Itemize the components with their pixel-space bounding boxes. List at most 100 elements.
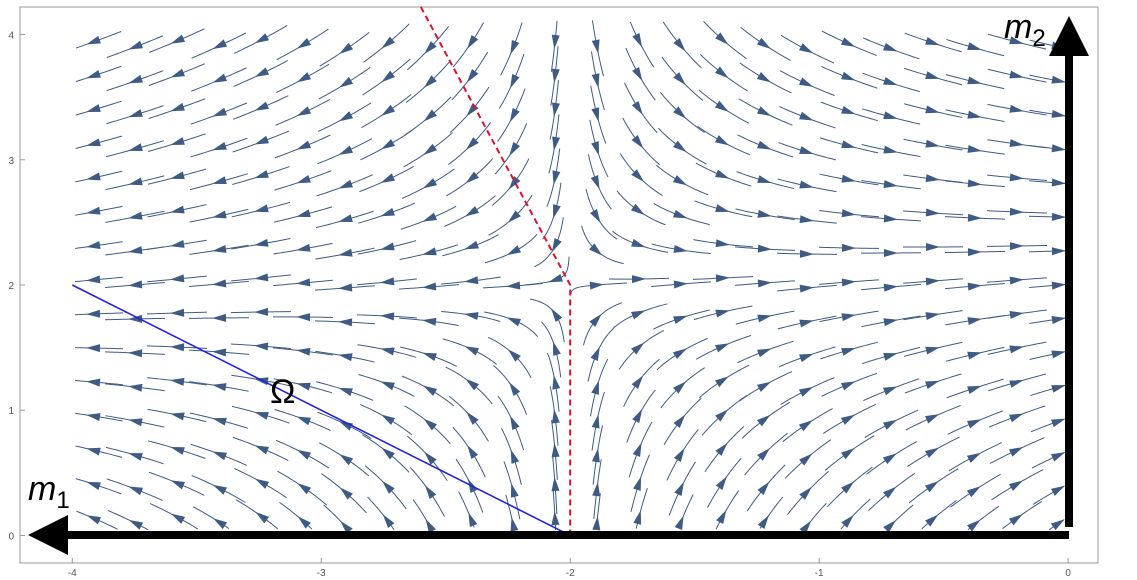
stream-arrow (840, 447, 855, 460)
y-tick-label: 3 (8, 156, 14, 167)
streamline (488, 336, 532, 379)
stream-arrow (296, 243, 311, 252)
streamline (581, 225, 624, 265)
stream-arrow (1050, 452, 1066, 462)
stream-arrow (128, 486, 143, 496)
stream-arrow (673, 315, 688, 324)
stream-arrow (1009, 173, 1024, 182)
stream-arrow (128, 74, 143, 84)
stream-arrow (254, 101, 270, 111)
stream-arrow (674, 481, 685, 497)
stream-arrow (883, 42, 898, 52)
stream-arrow (633, 510, 642, 525)
stream-arrow (128, 280, 143, 289)
stream-arrow (757, 348, 772, 358)
stream-arrow (381, 36, 395, 49)
stream-arrow (380, 312, 395, 321)
stream-arrow (715, 66, 729, 79)
streamline (655, 164, 709, 196)
stream-arrow (212, 313, 227, 322)
stream-arrow (1009, 207, 1024, 216)
stream-arrow (254, 170, 269, 179)
stream-arrow (631, 310, 646, 320)
stream-arrow (86, 138, 101, 147)
stream-arrow (551, 102, 560, 117)
stream-arrow (86, 172, 101, 181)
stream-arrow (631, 275, 646, 284)
streamline (921, 500, 957, 530)
stream-arrow (553, 341, 561, 356)
stream-arrow (170, 446, 185, 455)
stream-arrow (212, 244, 227, 253)
stream-arrow (254, 412, 269, 420)
stream-arrow (757, 448, 771, 461)
stream-arrow (757, 515, 769, 530)
stream-arrow (296, 382, 311, 391)
stream-arrow (338, 111, 354, 122)
stream-arrow (296, 313, 311, 322)
stream-arrow (128, 211, 143, 220)
stream-arrow (1051, 178, 1066, 187)
streamline (452, 22, 485, 68)
stream-arrow (551, 237, 562, 253)
streamline (653, 203, 710, 226)
stream-arrow (757, 414, 771, 427)
stream-arrow (672, 175, 688, 186)
stream-arrow (548, 273, 563, 283)
stream-arrow (86, 206, 101, 215)
x-tick-label: -3 (317, 568, 326, 579)
stream-arrow (465, 378, 479, 391)
stream-arrow (924, 480, 939, 493)
stream-arrow (883, 486, 897, 499)
streamline (629, 21, 655, 68)
stream-arrow (630, 203, 645, 215)
stream-arrow (509, 382, 521, 397)
stream-arrow (170, 239, 185, 248)
stream-arrow (86, 447, 101, 456)
stream-arrow (967, 42, 982, 50)
stream-arrow (86, 275, 101, 284)
stream-arrow (338, 387, 353, 396)
stream-arrow (798, 77, 814, 87)
stream-arrow (673, 209, 688, 219)
stream-arrow (631, 169, 644, 182)
stream-arrow (86, 35, 101, 45)
stream-arrow (674, 515, 684, 530)
stream-arrow (339, 454, 354, 466)
stream-arrow (128, 40, 143, 50)
stream-arrow (508, 176, 521, 190)
stream-arrow (841, 209, 856, 218)
streamline (484, 311, 538, 337)
stream-arrow (254, 135, 269, 145)
stream-arrow (296, 449, 312, 460)
stream-arrow (715, 32, 729, 45)
stream-arrow (714, 135, 730, 146)
stream-arrow (254, 67, 270, 78)
streamline (235, 499, 278, 530)
stream-arrow (422, 385, 438, 396)
stream-arrow (883, 111, 898, 120)
stream-arrow (338, 179, 353, 189)
stream-arrow (591, 380, 599, 395)
stream-arrow (1009, 242, 1024, 251)
streamline (590, 358, 609, 417)
stream-arrow (798, 420, 813, 432)
stream-arrow (967, 519, 981, 532)
stream-arrow (591, 141, 600, 156)
stream-arrow (510, 517, 519, 532)
stream-arrow (422, 212, 437, 222)
stream-arrow (425, 485, 437, 500)
stream-arrow (506, 281, 521, 290)
stream-arrow (128, 314, 143, 323)
streamline (491, 158, 530, 206)
stream-arrow (465, 171, 479, 184)
stream-arrow (128, 519, 144, 530)
stream-arrow (632, 442, 642, 457)
stream-arrow (631, 342, 645, 355)
stream-arrow (506, 317, 521, 327)
stream-arrow (1050, 519, 1065, 531)
stream-arrow (509, 107, 520, 123)
stream-arrow (382, 514, 395, 528)
stream-arrow (254, 204, 269, 213)
stream-arrow (799, 319, 814, 328)
